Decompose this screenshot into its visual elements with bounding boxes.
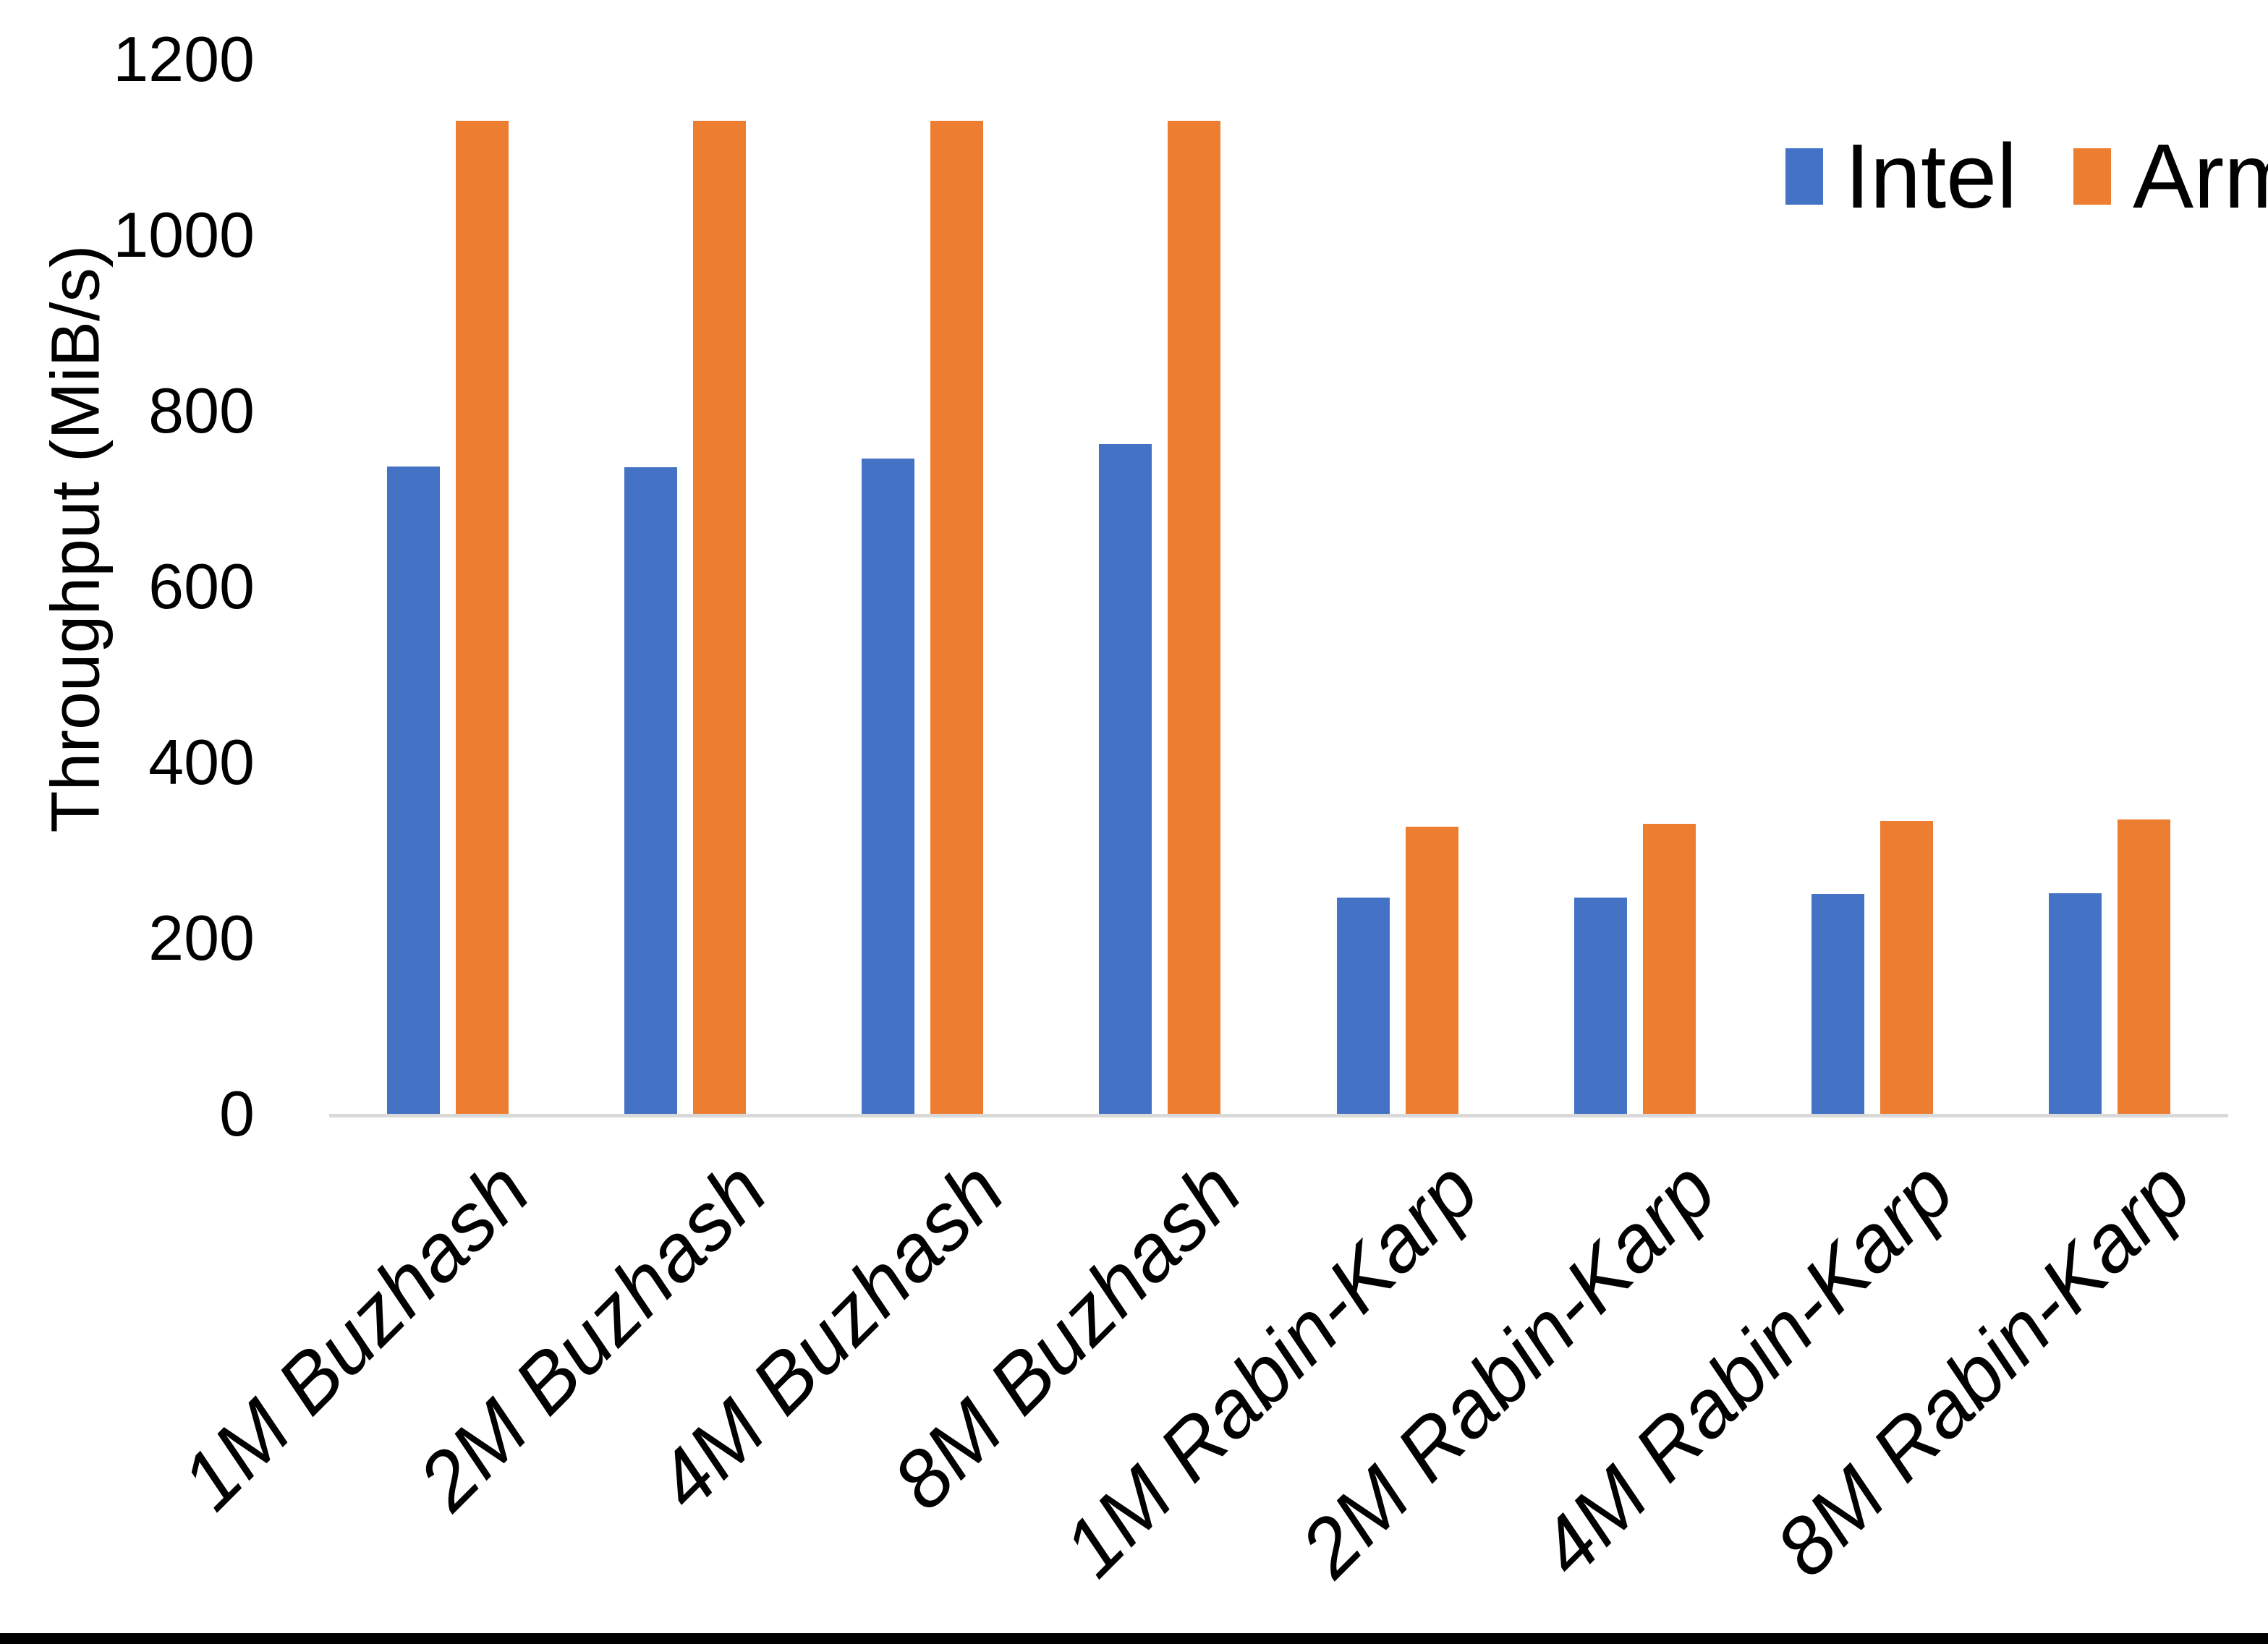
- legend-swatch-arm-icon: [2073, 148, 2112, 205]
- bar-arm-1m-buzhash: [456, 121, 509, 1114]
- bar-arm-4m-buzhash: [930, 121, 983, 1114]
- legend: Intel Arm: [1785, 124, 2268, 229]
- x-category-label-2m-rabin-karp: 2M Rabin-Karp: [1283, 1144, 1733, 1594]
- x-category-label-1m-rabin-karp: 1M Rabin-Karp: [1046, 1144, 1496, 1594]
- bar-intel-1m-rabin-karp: [1337, 898, 1390, 1114]
- bar-intel-2m-buzhash: [624, 467, 677, 1114]
- y-tick-label-1200: 1200: [113, 23, 255, 95]
- y-tick-label-400: 400: [148, 726, 255, 798]
- bar-intel-8m-buzhash: [1099, 444, 1152, 1114]
- bar-intel-1m-buzhash: [387, 467, 440, 1114]
- bar-arm-8m-buzhash: [1168, 121, 1220, 1114]
- y-tick-label-600: 600: [148, 550, 255, 622]
- y-tick-label-1000: 1000: [113, 199, 255, 271]
- bar-arm-1m-rabin-karp: [1406, 827, 1458, 1114]
- bar-intel-8m-rabin-karp: [2049, 893, 2102, 1114]
- bar-intel-2m-rabin-karp: [1574, 898, 1627, 1114]
- y-tick-label-0: 0: [219, 1078, 255, 1149]
- legend-label-intel: Intel: [1845, 125, 2018, 227]
- x-category-label-8m-rabin-karp: 8M Rabin-Karp: [1758, 1144, 2208, 1594]
- bar-arm-4m-rabin-karp: [1880, 821, 1933, 1114]
- y-tick-label-200: 200: [148, 902, 255, 974]
- plot-area: [329, 59, 2228, 1117]
- legend-swatch-intel-icon: [1785, 148, 1823, 205]
- x-category-label-4m-rabin-karp: 4M Rabin-Karp: [1521, 1144, 1971, 1594]
- legend-label-arm: Arm: [2133, 125, 2268, 227]
- bar-intel-4m-buzhash: [862, 459, 914, 1114]
- bottom-border-bar: [0, 1633, 2268, 1644]
- bar-intel-4m-rabin-karp: [1812, 894, 1864, 1114]
- y-tick-label-800: 800: [148, 375, 255, 446]
- bar-arm-2m-buzhash: [693, 121, 746, 1114]
- bar-arm-8m-rabin-karp: [2118, 819, 2170, 1114]
- bar-arm-2m-rabin-karp: [1643, 824, 1696, 1114]
